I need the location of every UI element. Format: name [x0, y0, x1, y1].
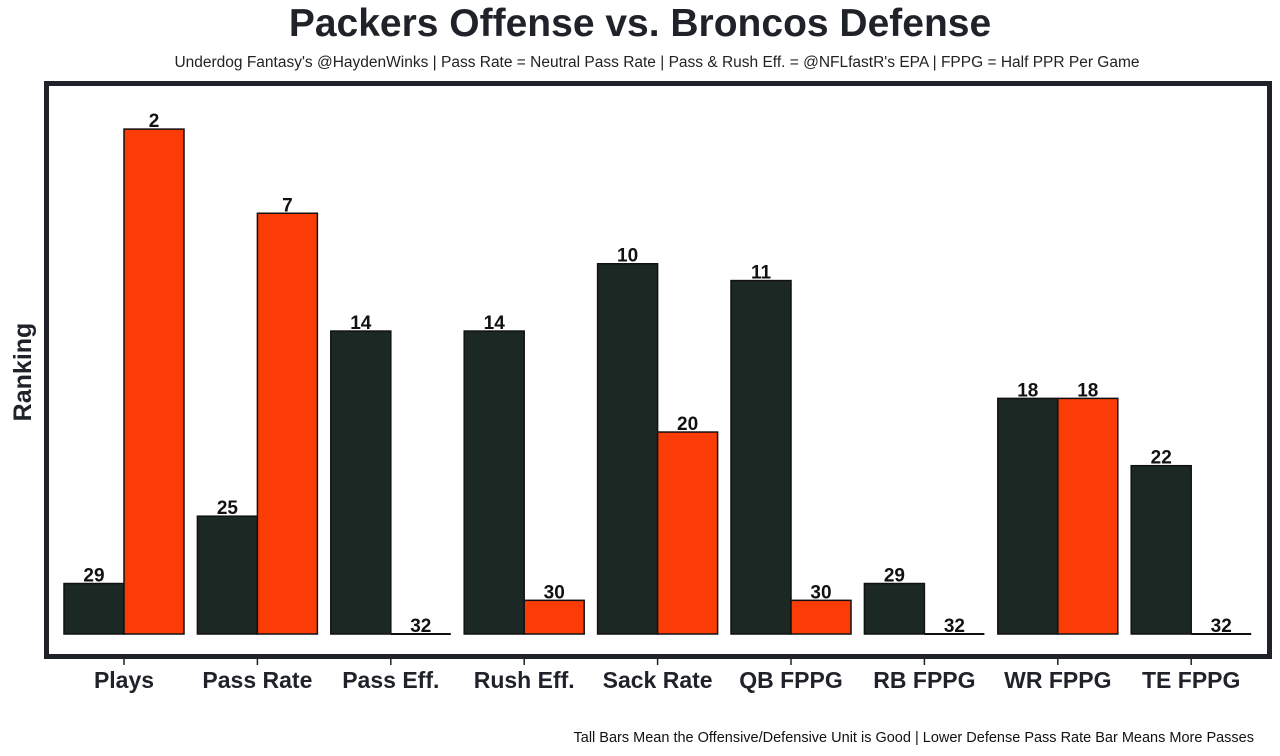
data-label: 25 — [217, 498, 239, 519]
x-tick-label: TE FPPG — [1142, 667, 1240, 693]
data-label: 20 — [677, 414, 698, 435]
data-labels-layer: 29 2 25 7 14 32 14 30 10 20 11 30 29 32 18 18 22 32 — [83, 111, 1231, 637]
chart-subtitle: Underdog Fantasy's @HaydenWinks | Pass R… — [174, 54, 1140, 71]
x-tick-label: Pass Rate — [202, 667, 312, 693]
bar-defense-0 — [123, 128, 185, 635]
bars-layer — [63, 128, 1252, 635]
data-label: 2 — [149, 111, 160, 132]
x-tick-label: WR FPPG — [1004, 667, 1111, 693]
data-label: 18 — [1017, 380, 1038, 401]
bar-offense-0 — [63, 582, 125, 635]
x-tick-label: Plays — [94, 667, 154, 693]
x-tick-label: Pass Eff. — [342, 667, 439, 693]
data-label: 30 — [544, 582, 565, 603]
x-axis: Plays Pass Rate Pass Eff. Rush Eff. Sack Rat… — [94, 659, 1240, 693]
x-tick-label: Rush Eff. — [474, 667, 575, 693]
plot-panel-border — [44, 81, 1272, 659]
data-label: 10 — [617, 246, 638, 267]
data-label: 29 — [83, 566, 104, 587]
bar-offense-3 — [463, 330, 525, 635]
bar-defense-3 — [523, 599, 585, 635]
data-label: 22 — [1151, 448, 1172, 469]
bar-offense-8 — [1130, 464, 1192, 635]
bar-defense-5 — [790, 599, 852, 635]
bar-offense-5 — [730, 279, 792, 635]
x-tick-label: RB FPPG — [873, 667, 975, 693]
data-label: 14 — [484, 313, 506, 334]
bar-defense-1 — [256, 212, 319, 635]
bar-offense-1 — [196, 515, 259, 635]
x-tick-label: QB FPPG — [739, 667, 843, 693]
data-label: 11 — [751, 263, 772, 284]
data-label: 32 — [944, 616, 965, 637]
chart-title: Packers Offense vs. Broncos Defense — [288, 2, 992, 45]
bar-defense-4 — [656, 431, 719, 635]
bar-defense-7 — [1057, 397, 1119, 635]
data-label: 32 — [410, 616, 431, 637]
bar-offense-7 — [997, 397, 1059, 635]
chart-caption: Tall Bars Mean the Offensive/Defensive U… — [573, 730, 1254, 746]
bar-offense-6 — [863, 582, 926, 635]
data-label: 18 — [1077, 380, 1098, 401]
bar-offense-4 — [596, 262, 659, 635]
data-label: 7 — [282, 195, 293, 216]
bar-offense-2 — [330, 330, 392, 635]
x-tick-label: Sack Rate — [603, 667, 713, 693]
y-axis-label: Ranking — [9, 323, 37, 422]
data-label: 14 — [350, 313, 372, 334]
data-label: 29 — [884, 566, 905, 587]
data-label: 32 — [1211, 616, 1232, 637]
data-label: 30 — [810, 582, 831, 603]
